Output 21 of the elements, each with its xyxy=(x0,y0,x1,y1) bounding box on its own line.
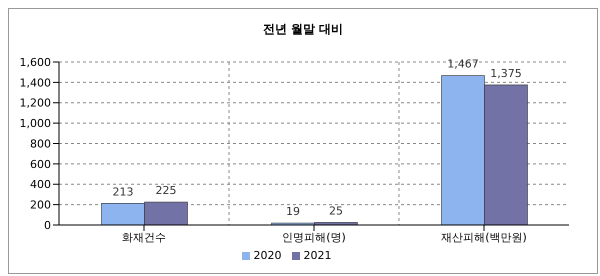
legend-label: 2021 xyxy=(304,249,332,262)
y-tick-label: 200 xyxy=(30,198,51,212)
chart-title: 전년 월말 대비 xyxy=(262,21,344,38)
y-tick-label: 1,400 xyxy=(20,76,51,90)
legend-label: 2020 xyxy=(254,249,282,262)
y-tick-label: 0 xyxy=(44,218,51,232)
x-tick-label: 화재건수 xyxy=(122,230,166,244)
data-label: 1,467 xyxy=(447,58,479,71)
y-tick-label: 1,600 xyxy=(20,56,51,69)
x-tick-label: 인명피해(명) xyxy=(282,230,346,244)
y-tick-label: 1,200 xyxy=(20,96,51,110)
y-tick-label: 1,000 xyxy=(20,117,51,130)
y-tick-label: 600 xyxy=(30,158,51,171)
y-tick-label: 400 xyxy=(30,178,51,192)
data-label: 25 xyxy=(329,204,343,218)
data-label: 225 xyxy=(156,184,176,198)
x-tick-label: 재산피해(백만원) xyxy=(441,230,527,244)
data-label: 19 xyxy=(286,205,300,218)
y-tick-label: 800 xyxy=(30,137,51,150)
data-label: 1,375 xyxy=(490,66,522,80)
data-label: 213 xyxy=(112,185,134,198)
